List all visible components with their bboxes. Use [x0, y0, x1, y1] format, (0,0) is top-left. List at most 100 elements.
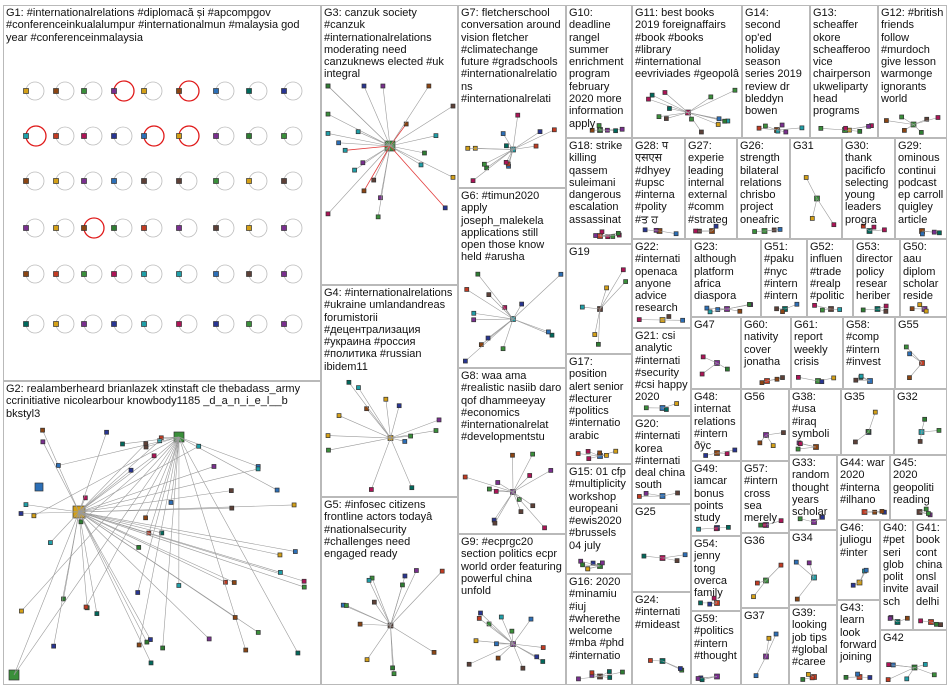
group-g21-graph	[643, 401, 679, 412]
group-g12[interactable]: G12: #british friends follow #murdoch gi…	[878, 5, 947, 138]
graph-node	[357, 621, 363, 627]
group-g57[interactable]: G57: #intern cross sea merely	[741, 461, 789, 533]
group-g21[interactable]: G21: csi analytic #internati #security #…	[632, 328, 691, 416]
graph-node	[94, 611, 100, 616]
group-g36[interactable]: G36	[741, 533, 789, 608]
group-g26[interactable]: G26: strength bilateral relations chrisb…	[737, 138, 790, 239]
group-g23[interactable]: G23: although platform africa diaspora	[691, 239, 761, 317]
group-g9[interactable]: G9: #ecprgc20 section politics ecpr worl…	[458, 534, 566, 685]
group-g40[interactable]: G40: #pet seri glob polit invite sch	[880, 520, 913, 630]
group-g8[interactable]: G8: waa ama #realistic nasiib daro qof d…	[458, 368, 566, 534]
group-g15[interactable]: G15: 01 cfp #multiplicity workshop europ…	[566, 464, 632, 574]
group-g14[interactable]: G14: second op'ed holiday season series …	[742, 5, 810, 138]
graph-node	[528, 616, 534, 622]
graph-node	[462, 474, 468, 480]
group-g48[interactable]: G48: internat relations #intern ðÿc	[691, 389, 741, 461]
graph-edge	[805, 177, 818, 199]
group-g54[interactable]: G54: jenny tong overca family	[691, 536, 741, 611]
graph-node	[732, 447, 738, 453]
group-g5[interactable]: G5: #infosec citizens frontline actors t…	[321, 497, 458, 685]
graph-edge	[580, 560, 601, 567]
graph-node	[770, 443, 776, 449]
graph-node	[904, 676, 910, 682]
group-g44[interactable]: G44: war 2020 #interna #ilhano	[837, 455, 890, 520]
group-g17[interactable]: G17: position alert senior #lecturer #po…	[566, 354, 632, 464]
group-g29[interactable]: G29: ominous continui podcast ep carroll…	[895, 138, 947, 239]
group-g60[interactable]: G60: nativity cover jonatha	[741, 317, 791, 389]
graph-node	[855, 671, 860, 677]
graph-edge	[348, 382, 391, 439]
group-g35[interactable]: G35	[841, 389, 894, 455]
graph-node	[866, 123, 871, 129]
graph-node	[820, 514, 825, 520]
graph-node	[884, 118, 889, 123]
group-g38[interactable]: G38: #usa #iraq symboli	[789, 389, 841, 455]
graph-node	[843, 125, 848, 131]
group-g31[interactable]: G31	[790, 138, 842, 239]
group-g24[interactable]: G24: #internati #mideast	[632, 592, 691, 685]
group-g18[interactable]: G18: strike killing qassem suleimani dan…	[566, 138, 632, 244]
group-g61[interactable]: G61: report weekly crisis	[791, 317, 843, 389]
group-g22[interactable]: G22: #internati openaca anyone advice re…	[632, 239, 691, 328]
group-g45[interactable]: G45: 2020 geopoliti reading	[890, 455, 947, 520]
group-g16[interactable]: G16: 2020 #minamiu #iuj #wherethe welcom…	[566, 574, 632, 685]
graph-edge	[78, 511, 152, 664]
user-node	[213, 225, 219, 231]
group-g24-graph	[648, 658, 685, 673]
user-node	[23, 178, 29, 184]
group-g11[interactable]: G11: best books 2019 foreignaffairs #boo…	[632, 5, 742, 138]
group-g25[interactable]: G25	[632, 504, 691, 592]
group-g55[interactable]: G55	[895, 317, 947, 389]
group-g58[interactable]: G58: #comp #intern #invest	[843, 317, 895, 389]
user-node	[23, 88, 29, 94]
group-g20-graph	[636, 490, 680, 499]
graph-node	[871, 224, 877, 230]
group-g7[interactable]: G7: fletcherschool conversation around v…	[458, 5, 566, 188]
group-g54-graph	[698, 595, 720, 607]
group-g10[interactable]: G10: deadline rangel summer enrichment p…	[566, 5, 632, 138]
graph-edge	[599, 233, 619, 237]
graph-edge	[765, 520, 782, 526]
graph-edge	[473, 312, 514, 320]
graph-edge	[21, 511, 80, 514]
group-g39[interactable]: G39: looking job tips #global #caree	[789, 605, 837, 685]
group-g32[interactable]: G32	[894, 389, 947, 455]
group-g42[interactable]: G42	[880, 630, 947, 685]
group-g32-graph	[917, 416, 942, 444]
group-g3[interactable]: G3: canzuk society #canzuk #internationa…	[321, 5, 458, 285]
group-g47[interactable]: G47	[691, 317, 741, 389]
graph-node	[378, 195, 383, 201]
graph-node	[643, 405, 649, 411]
group-g51[interactable]: G51: #paku #nyc #intern #intern	[761, 239, 807, 317]
graph-node	[61, 596, 66, 602]
group-g46[interactable]: G46: juliogu #inter	[837, 520, 880, 600]
group-g56[interactable]: G56	[741, 389, 789, 461]
graph-node	[600, 560, 605, 566]
graph-edge	[390, 584, 403, 626]
group-g19[interactable]: G19	[566, 244, 632, 354]
group-g2[interactable]: G2: realamberheard brianlazek xtinstaft …	[3, 381, 321, 685]
group-g30[interactable]: G30: thank pacificfo selecting young lea…	[842, 138, 895, 239]
group-g59[interactable]: G59: #politics #intern #thought	[691, 611, 741, 685]
graph-node	[589, 127, 595, 133]
group-g13[interactable]: G13: scheaffer okore scheafferoo vice ch…	[810, 5, 878, 138]
group-g52[interactable]: G52: influen #trade #realp #politic	[807, 239, 853, 317]
group-g43[interactable]: G43: learn look forward joining	[837, 600, 880, 685]
group-g4[interactable]: G4: #internationalrelations #ukraine uml…	[321, 285, 458, 497]
group-g49[interactable]: G49: iamcar bonus points study	[691, 461, 741, 536]
group-g27[interactable]: G27: experie leading internal external #…	[685, 138, 737, 239]
group-g33[interactable]: G33: random thought years scholar	[789, 455, 837, 530]
graph-node	[806, 672, 811, 677]
group-g1[interactable]: G1: #internationalrelations #diplomacă ș…	[3, 5, 321, 381]
group-g20[interactable]: G20: #internati korea #internati deal ch…	[632, 416, 691, 504]
group-g53[interactable]: G53: director policy resear heriber	[853, 239, 900, 317]
group-g34[interactable]: G34	[789, 530, 837, 605]
group-g50[interactable]: G50: aau diplom scholar reside	[900, 239, 947, 317]
group-g37[interactable]: G37	[741, 608, 789, 685]
group-g6[interactable]: G6: #timun2020 apply joseph_malekela app…	[458, 188, 566, 368]
group-g41[interactable]: G41: book cont china onsl avail delhi	[913, 520, 947, 630]
group-g28[interactable]: G28: प एसएस #dhyey #upsc #interna #polit…	[632, 138, 685, 239]
graph-edge	[599, 269, 624, 310]
graph-edge	[363, 145, 391, 192]
graph-node	[442, 205, 448, 211]
